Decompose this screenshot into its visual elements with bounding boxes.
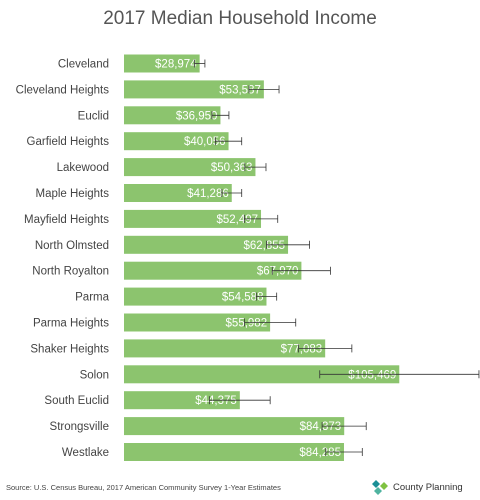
bar [124, 209, 262, 228]
bar [124, 313, 271, 332]
data-label: $36,950 [176, 110, 218, 122]
data-label: $67,970 [257, 266, 299, 278]
data-label: $41,286 [187, 188, 229, 200]
source-note: Source: U.S. Census Bureau, 2017 America… [6, 483, 281, 492]
bar [124, 54, 200, 73]
data-label: $44,375 [195, 395, 237, 407]
bar [124, 235, 289, 254]
chart-title: 2017 Median Household Income [103, 8, 377, 29]
data-label: $55,982 [226, 318, 268, 330]
category-label: North Royalton [32, 266, 109, 278]
category-label: Lakewood [57, 162, 109, 174]
category-label: North Olmsted [35, 240, 109, 252]
bar [124, 287, 267, 306]
data-label: $28,974 [155, 59, 197, 71]
brand-logo: County Planning [371, 478, 463, 496]
bar-chart: Cleveland $28,974 Cleveland Heights $53,587… [16, 54, 480, 461]
bar [124, 365, 400, 384]
bar [124, 132, 229, 151]
brand-name: County Planning [393, 481, 463, 493]
category-label: South Euclid [44, 395, 109, 407]
category-label: Cleveland Heights [16, 84, 110, 96]
bar [124, 443, 344, 461]
bar [124, 80, 264, 99]
data-label: $84,285 [299, 447, 341, 459]
data-label: $62,855 [243, 240, 285, 252]
category-label: Mayfield Heights [24, 214, 109, 226]
data-label: $53,587 [219, 84, 261, 96]
category-label: Parma [75, 292, 109, 304]
data-label: $77,083 [281, 343, 323, 355]
bar [124, 158, 256, 177]
category-label: Cleveland [58, 59, 109, 71]
bar [124, 417, 345, 436]
county-planning-logo-icon [372, 480, 388, 495]
data-label: $54,588 [222, 292, 264, 304]
bar [124, 106, 221, 125]
category-label: Euclid [78, 110, 109, 122]
category-label: Shaker Heights [30, 343, 109, 355]
category-label: Maple Heights [35, 188, 109, 200]
data-label: $105,469 [348, 369, 396, 381]
category-label: Garfield Heights [27, 136, 110, 148]
category-label: Solon [80, 369, 109, 381]
category-label: Strongsville [50, 421, 109, 433]
bar [124, 339, 326, 358]
data-label: $40,056 [184, 136, 226, 148]
bar [124, 391, 240, 410]
data-label: $84,373 [300, 421, 342, 433]
category-label: Westlake [62, 447, 109, 459]
data-label: $50,363 [211, 162, 253, 174]
category-label: Parma Heights [33, 318, 109, 330]
data-label: $52,497 [216, 214, 258, 226]
bar [124, 184, 232, 202]
bar [124, 261, 302, 280]
